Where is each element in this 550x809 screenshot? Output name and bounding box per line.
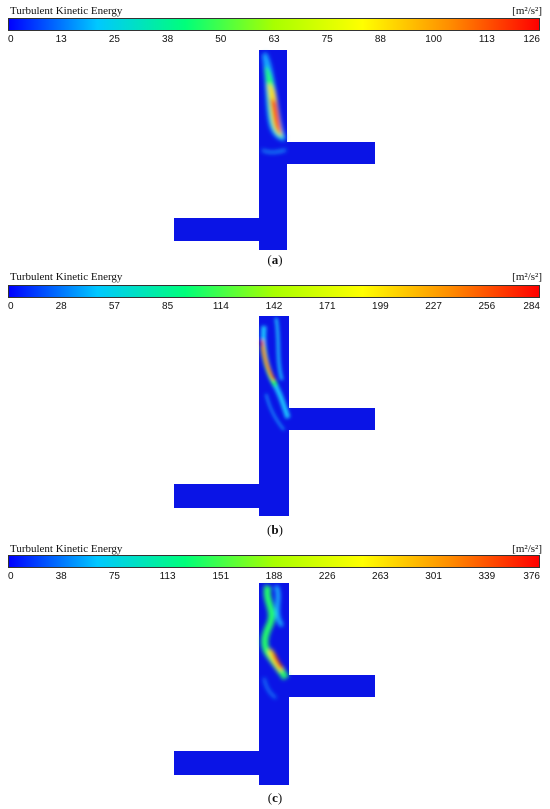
tick-label: 50 bbox=[215, 34, 227, 45]
tick-label: 88 bbox=[374, 34, 386, 45]
tke-contour-plot bbox=[174, 50, 375, 250]
tke-field bbox=[261, 585, 289, 699]
tick-label: 38 bbox=[55, 571, 67, 582]
panel-label: b bbox=[271, 522, 279, 537]
tick-label: 75 bbox=[108, 571, 120, 582]
tick-label: 226 bbox=[318, 571, 336, 582]
tke-contour-plot bbox=[174, 583, 375, 785]
tick-label: 142 bbox=[265, 301, 283, 312]
tick-label: 113 bbox=[159, 571, 176, 582]
tick-label: 100 bbox=[425, 34, 442, 45]
tick-label: 114 bbox=[212, 301, 229, 312]
tick-label: 171 bbox=[318, 301, 336, 312]
tick-label: 13 bbox=[55, 34, 67, 45]
tick-label: 85 bbox=[162, 301, 174, 312]
tick-label: 199 bbox=[372, 301, 389, 312]
channel-geometry bbox=[174, 50, 375, 250]
tick-label: 301 bbox=[425, 571, 442, 582]
tick-label: 256 bbox=[478, 301, 496, 312]
tick-label: 339 bbox=[478, 571, 496, 582]
panel-caption: (b) bbox=[267, 522, 283, 537]
tick-label: 188 bbox=[265, 571, 283, 582]
panel-label: a bbox=[271, 252, 279, 267]
colorbar-units: [m²/s²] bbox=[512, 5, 542, 17]
tick-label: 38 bbox=[162, 34, 174, 45]
tick-label: 63 bbox=[268, 34, 280, 45]
panel-caption: (c) bbox=[267, 790, 283, 805]
panel-caption: (a) bbox=[267, 252, 283, 267]
colorbar bbox=[8, 555, 540, 568]
tick-label: 57 bbox=[108, 301, 120, 312]
tick-label: 284 bbox=[523, 301, 540, 312]
tke-contour-plot bbox=[174, 316, 375, 516]
colorbar-title: Turbulent Kinetic Energy bbox=[10, 543, 123, 555]
colorbar-units: [m²/s²] bbox=[512, 271, 542, 283]
tick-label: 227 bbox=[425, 301, 442, 312]
colorbar-title: Turbulent Kinetic Energy bbox=[10, 271, 123, 283]
panel-label: c bbox=[272, 790, 278, 805]
colorbar bbox=[8, 18, 540, 31]
tick-label: 0 bbox=[8, 301, 14, 312]
tick-label: 25 bbox=[108, 34, 120, 45]
tick-label: 0 bbox=[8, 571, 14, 582]
tick-label: 151 bbox=[212, 571, 230, 582]
tick-label: 376 bbox=[523, 571, 540, 582]
colorbar-title: Turbulent Kinetic Energy bbox=[10, 5, 123, 17]
tick-label: 0 bbox=[8, 34, 14, 45]
tke-field bbox=[260, 317, 291, 431]
colorbar bbox=[8, 285, 540, 298]
colorbar-ticks: 0 38 75 113 151 188 226 263 301 339 376 bbox=[8, 571, 540, 585]
tick-label: 126 bbox=[523, 34, 540, 45]
tick-label: 75 bbox=[321, 34, 333, 45]
tick-label: 113 bbox=[478, 34, 495, 45]
colorbar-ticks: 0 28 57 85 114 142 171 199 227 256 284 bbox=[8, 301, 540, 315]
panel-a: Turbulent Kinetic Energy [m²/s²] 0 13 25… bbox=[0, 0, 550, 270]
panel-b: Turbulent Kinetic Energy [m²/s²] 0 28 57… bbox=[0, 268, 550, 540]
colorbar-ticks: 0 13 25 38 50 63 75 88 100 113 126 bbox=[8, 34, 540, 48]
tick-label: 263 bbox=[372, 571, 389, 582]
tick-label: 28 bbox=[55, 301, 67, 312]
tke-field bbox=[261, 52, 287, 154]
panel-c: Turbulent Kinetic Energy [m²/s²] 0 38 75… bbox=[0, 538, 550, 809]
colorbar-units: [m²/s²] bbox=[512, 543, 542, 555]
